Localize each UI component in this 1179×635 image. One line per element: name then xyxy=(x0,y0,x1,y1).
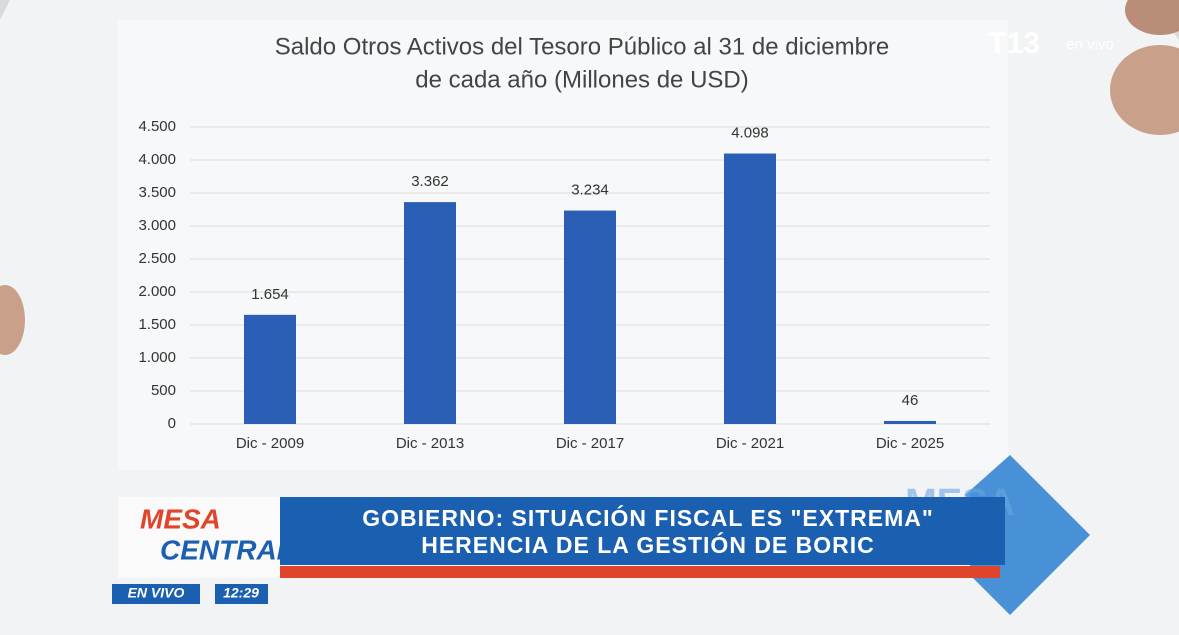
value-label: 3.234 xyxy=(571,182,609,199)
live-badge xyxy=(112,584,200,604)
bar xyxy=(884,420,936,424)
show-name: MESA xyxy=(140,503,221,534)
x-tick-label: Dic - 2009 xyxy=(236,435,304,452)
y-tick-label: 3.000 xyxy=(138,217,176,234)
headline: HERENCIA DE LA GESTIÓN DE BORIC xyxy=(421,531,875,558)
live-label: EN VIVO xyxy=(128,585,185,601)
value-label: 4.098 xyxy=(731,125,769,142)
value-label: 1.654 xyxy=(251,286,289,303)
y-tick-label: 0 xyxy=(168,415,176,432)
hand xyxy=(1110,45,1179,135)
headline-stripe xyxy=(280,566,1000,578)
y-tick-label: 4.000 xyxy=(138,151,176,168)
y-tick-label: 2.000 xyxy=(138,283,176,300)
bar xyxy=(724,153,776,425)
chart-title: Saldo Otros Activos del Tesoro Público a… xyxy=(275,33,890,60)
hand xyxy=(1125,0,1179,35)
value-label: 46 xyxy=(902,392,919,409)
bar xyxy=(244,314,296,424)
y-tick-label: 4.500 xyxy=(138,118,176,135)
x-tick-label: Dic - 2013 xyxy=(396,435,464,452)
headline: GOBIERNO: SITUACIÓN FISCAL ES "EXTREMA" xyxy=(362,504,934,531)
y-tick-label: 500 xyxy=(151,382,176,399)
y-tick-label: 2.500 xyxy=(138,250,176,267)
channel-logo: T13 xyxy=(988,27,1040,60)
hand xyxy=(0,285,25,355)
bar xyxy=(404,202,456,424)
x-tick-label: Dic - 2021 xyxy=(716,435,784,452)
y-tick-label: 1.500 xyxy=(138,316,176,333)
bar xyxy=(564,210,616,424)
channel-live: en vivo xyxy=(1066,36,1114,53)
x-tick-label: Dic - 2017 xyxy=(556,435,624,452)
headline-banner xyxy=(280,497,1005,565)
value-label: 3.362 xyxy=(411,173,449,190)
x-tick-label: Dic - 2025 xyxy=(876,435,944,452)
clock: 12:29 xyxy=(223,585,259,601)
y-tick-label: 1.000 xyxy=(138,349,176,366)
clock-badge xyxy=(215,584,268,604)
y-tick-label: 3.500 xyxy=(138,184,176,201)
show-logo xyxy=(118,497,280,578)
plot: 0 500 1.000 1.500 2.000 2.500 3.000 3.500 4.000 4… xyxy=(138,118,990,452)
chart-title: de cada año (Millones de USD) xyxy=(415,66,749,93)
show-name: CENTRAL xyxy=(160,534,294,565)
